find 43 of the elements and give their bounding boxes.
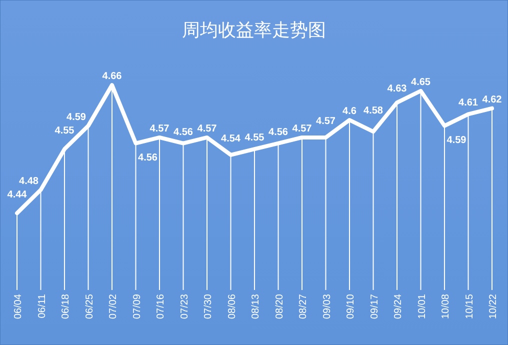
chart-title: 周均收益率走势图 [182, 20, 326, 40]
data-label: 4.55 [54, 125, 75, 136]
data-label: 4.63 [387, 84, 408, 95]
data-label: 4.61 [458, 98, 478, 109]
data-label: 4.59 [66, 112, 86, 123]
x-tick-label: 06/18 [60, 294, 72, 320]
data-label: 4.56 [268, 126, 288, 138]
x-tick-label: 09/03 [322, 294, 333, 320]
x-tick-label: 08/27 [298, 294, 309, 320]
x-tick-label: 07/16 [156, 294, 166, 320]
x-tick-label: 09/10 [346, 294, 356, 320]
data-label: 4.57 [292, 123, 312, 134]
data-label: 4.48 [19, 176, 39, 187]
data-label: 4.54 [221, 134, 241, 145]
data-label: 4.65 [411, 76, 431, 88]
data-label: 4.56 [138, 152, 158, 164]
data-label: 4.59 [446, 134, 467, 146]
data-label: 4.58 [364, 105, 384, 116]
x-tick-label: 06/11 [36, 294, 48, 318]
x-tick-label: 07/02 [108, 294, 119, 320]
x-tick-label: 06/04 [13, 294, 24, 320]
x-tick-label: 08/20 [274, 294, 286, 320]
x-tick-label: 10/08 [440, 294, 452, 320]
data-label: 4.66 [102, 71, 122, 82]
data-label: 4.57 [197, 123, 218, 134]
x-tick-label: 06/25 [84, 294, 96, 320]
data-label: 4.44 [7, 189, 28, 200]
x-tick-label: 09/17 [369, 294, 380, 320]
x-tick-label: 10/01 [416, 294, 428, 320]
x-tick-label: 08/06 [226, 294, 238, 320]
x-tick-label: 07/09 [132, 294, 143, 320]
x-tick-label: 10/15 [464, 294, 476, 320]
data-label: 4.6 [342, 106, 357, 117]
x-tick-label: 09/24 [393, 294, 404, 320]
data-label: 4.62 [482, 94, 502, 106]
x-tick-label: 10/22 [488, 294, 499, 320]
x-tick-label: 08/13 [250, 294, 262, 320]
x-tick-label: 07/30 [203, 294, 214, 320]
data-label: 4.57 [150, 123, 170, 134]
data-label: 4.56 [174, 126, 194, 138]
data-label: 4.57 [316, 116, 336, 128]
x-tick-label: 07/23 [179, 294, 190, 320]
data-label: 4.55 [244, 132, 265, 144]
